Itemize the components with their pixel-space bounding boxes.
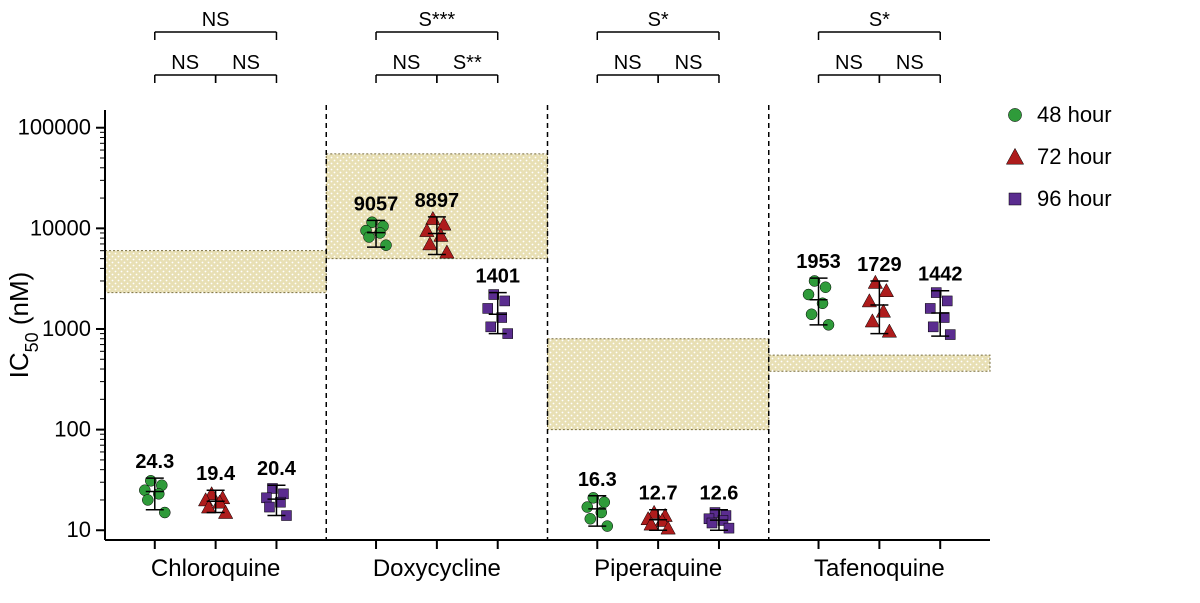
mean-label: 9057 — [354, 193, 399, 215]
svg-text:10000: 10000 — [30, 215, 91, 240]
significance-label: S*** — [419, 9, 456, 31]
mean-label: 8897 — [415, 190, 460, 212]
svg-text:100000: 100000 — [18, 115, 91, 140]
legend: 48 hour 72 hour 96 hour — [1006, 102, 1111, 211]
x-category-label: Tafenoquine — [814, 555, 945, 582]
significance-label: S* — [648, 9, 669, 31]
significance-label: NS — [171, 52, 199, 74]
mean-label: 1401 — [475, 266, 520, 288]
mean-label: 20.4 — [257, 458, 297, 480]
legend-label: 48 hour — [1037, 102, 1112, 127]
svg-text:10: 10 — [67, 517, 91, 542]
mean-label: 1729 — [857, 254, 902, 276]
x-category-label: Doxycycline — [373, 555, 501, 582]
mean-label: 1953 — [796, 251, 841, 273]
mean-label: 12.7 — [639, 483, 678, 505]
legend-label: 72 hour — [1037, 144, 1112, 169]
significance-label: NS — [675, 52, 703, 74]
ic50-chart: { "layout": { "width": 1200, "height": 6… — [0, 0, 1200, 603]
mean-label: 12.6 — [700, 483, 739, 505]
mean-label: 16.3 — [578, 469, 617, 491]
svg-text:100: 100 — [54, 417, 91, 442]
mean-label: 19.4 — [196, 463, 236, 485]
significance-label: S* — [869, 9, 890, 31]
svg-text:IC50 (nM): IC50 (nM) — [4, 272, 42, 379]
y-axis-label: IC50 (nM) — [4, 272, 42, 379]
significance-label: S** — [453, 52, 482, 74]
x-category-labels: Chloroquine Doxycycline Piperaquine Tafenoq… — [151, 555, 945, 582]
significance-label: NS — [232, 52, 260, 74]
mean-label: 1442 — [918, 264, 963, 286]
x-category-label: Chloroquine — [151, 555, 280, 582]
chart-svg: 10 100 1000 10000 100000 24.3 19.4 20.4 9057 889… — [0, 0, 1200, 603]
significance-label: NS — [835, 52, 863, 74]
significance-brackets: NSNSNSNSS**S***NSNSS*NSNSS* — [155, 9, 940, 83]
x-category-label: Piperaquine — [594, 555, 722, 582]
mean-label: 24.3 — [135, 451, 174, 473]
significance-label: NS — [896, 52, 924, 74]
significance-label: NS — [202, 9, 230, 31]
significance-label: NS — [614, 52, 642, 74]
svg-text:1000: 1000 — [42, 316, 91, 341]
significance-label: NS — [393, 52, 421, 74]
legend-label: 96 hour — [1037, 186, 1112, 211]
